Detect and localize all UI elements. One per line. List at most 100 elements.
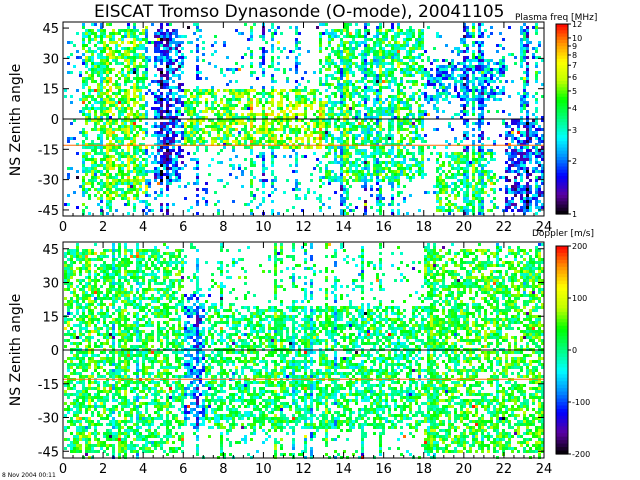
colorbar-segment <box>556 172 568 177</box>
heatmap-cell <box>238 89 241 92</box>
heatmap-cell <box>226 125 229 128</box>
heatmap-cell <box>526 68 529 71</box>
heatmap-cell <box>250 146 253 149</box>
heatmap-cell <box>463 77 466 80</box>
heatmap-cell <box>145 128 148 131</box>
heatmap-cell <box>142 53 145 56</box>
heatmap-cell <box>118 98 121 101</box>
heatmap-cell <box>127 167 130 170</box>
heatmap-cell <box>100 62 103 65</box>
heatmap-cell <box>460 74 463 77</box>
heatmap-cell <box>190 134 193 137</box>
heatmap-cell <box>67 167 70 170</box>
heatmap-cell <box>523 191 526 194</box>
heatmap-cell <box>301 137 304 140</box>
heatmap-cell <box>136 194 139 197</box>
heatmap-cell <box>457 50 460 53</box>
heatmap-cell <box>535 203 538 206</box>
heatmap-cell <box>343 98 346 101</box>
heatmap-cell <box>376 89 379 92</box>
heatmap-cell <box>139 185 142 188</box>
heatmap-cell <box>139 128 142 131</box>
heatmap-cell <box>523 134 526 137</box>
heatmap-cell <box>88 92 91 95</box>
heatmap-cell <box>364 62 367 65</box>
heatmap-cell <box>193 128 196 131</box>
heatmap-cell <box>391 137 394 140</box>
heatmap-cell <box>100 74 103 77</box>
heatmap-cell <box>115 191 118 194</box>
heatmap-cell <box>256 131 259 134</box>
heatmap-cell <box>130 137 133 140</box>
heatmap-cell <box>223 113 226 116</box>
heatmap-cell <box>538 188 541 191</box>
heatmap-cell <box>64 327 67 330</box>
heatmap-cell <box>442 68 445 71</box>
heatmap-cell <box>148 155 151 158</box>
heatmap-cell <box>250 110 253 113</box>
heatmap-cell <box>220 137 223 140</box>
heatmap-cell <box>463 209 466 212</box>
heatmap-cell <box>523 185 526 188</box>
heatmap-cell <box>163 143 166 146</box>
heatmap-cell <box>271 137 274 140</box>
heatmap-cell <box>127 56 130 59</box>
heatmap-cell <box>340 86 343 89</box>
heatmap-cell <box>109 95 112 98</box>
heatmap-cell <box>94 143 97 146</box>
heatmap-cell <box>169 128 172 131</box>
heatmap-cell <box>382 50 385 53</box>
heatmap-cell <box>109 131 112 134</box>
heatmap-cell <box>439 182 442 185</box>
heatmap-cell <box>382 170 385 173</box>
heatmap-cell <box>67 426 70 429</box>
heatmap-cell <box>514 119 517 122</box>
heatmap-cell <box>118 89 121 92</box>
heatmap-cell <box>142 116 145 119</box>
heatmap-cell <box>154 158 157 161</box>
heatmap-cell <box>370 152 373 155</box>
heatmap-cell <box>106 203 109 206</box>
heatmap-cell <box>421 83 424 86</box>
heatmap-cell <box>106 44 109 47</box>
heatmap-cell <box>112 134 115 137</box>
heatmap-cell <box>319 143 322 146</box>
heatmap-cell <box>325 104 328 107</box>
heatmap-cell <box>310 104 313 107</box>
heatmap-cell <box>511 80 514 83</box>
heatmap-cell <box>217 137 220 140</box>
heatmap-cell <box>175 167 178 170</box>
heatmap-cell <box>457 158 460 161</box>
heatmap-cell <box>529 41 532 44</box>
heatmap-cell <box>136 65 139 68</box>
heatmap-cell <box>277 116 280 119</box>
heatmap-cell <box>91 164 94 167</box>
heatmap-cell <box>208 173 211 176</box>
heatmap-cell <box>124 50 127 53</box>
heatmap-cell <box>487 35 490 38</box>
heatmap-cell <box>214 122 217 125</box>
heatmap-cell <box>397 98 400 101</box>
heatmap-cell <box>367 155 370 158</box>
heatmap-cell <box>274 146 277 149</box>
heatmap-cell <box>151 209 154 212</box>
heatmap-cell <box>496 71 499 74</box>
heatmap-cell <box>154 167 157 170</box>
heatmap-cell <box>397 104 400 107</box>
heatmap-cell <box>106 167 109 170</box>
heatmap-cell <box>70 342 73 345</box>
heatmap-cell <box>535 149 538 152</box>
heatmap-cell <box>421 140 424 143</box>
heatmap-cell <box>514 203 517 206</box>
heatmap-cell <box>289 68 292 71</box>
heatmap-cell <box>385 74 388 77</box>
heatmap-cell <box>523 107 526 110</box>
heatmap-cell <box>403 167 406 170</box>
heatmap-cell <box>166 71 169 74</box>
heatmap-cell <box>469 164 472 167</box>
heatmap-cell <box>457 185 460 188</box>
heatmap-cell <box>106 65 109 68</box>
heatmap-cell <box>448 65 451 68</box>
heatmap-cell <box>463 149 466 152</box>
heatmap-cell <box>520 188 523 191</box>
